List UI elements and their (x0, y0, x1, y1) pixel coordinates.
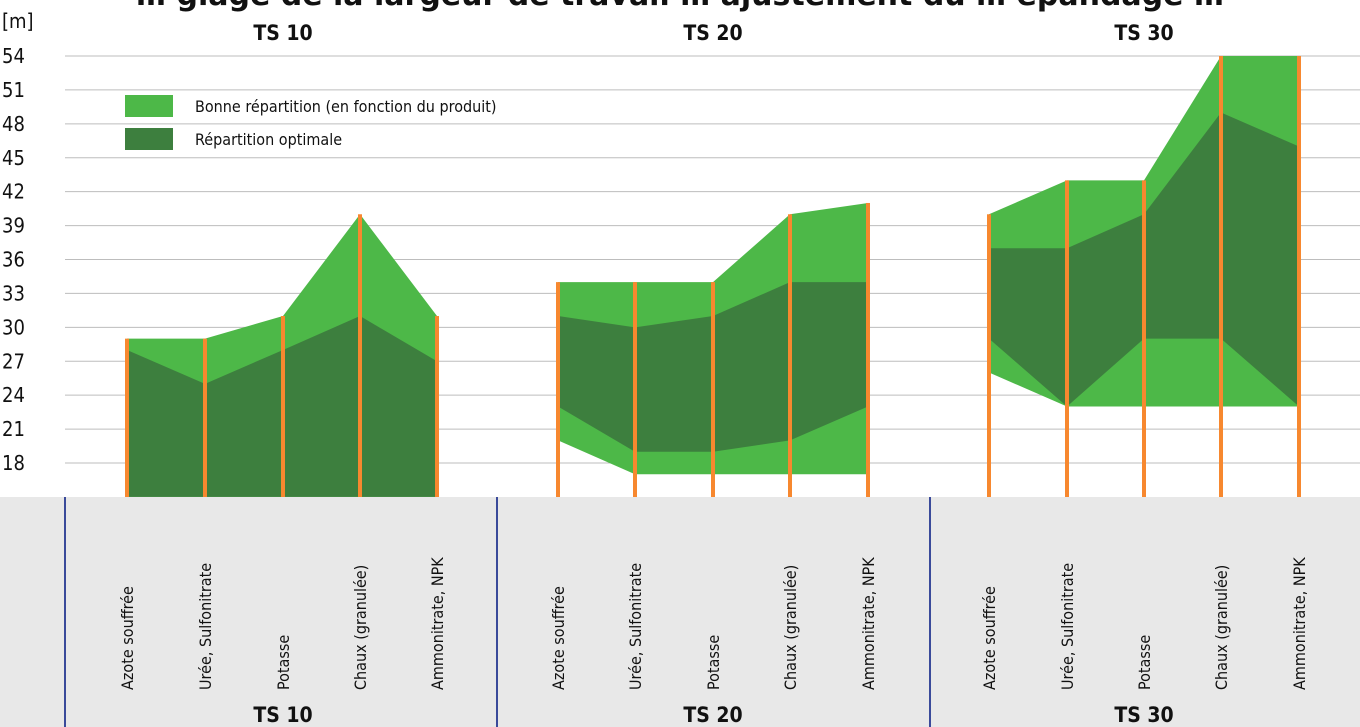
category-post (1219, 56, 1223, 497)
category-label: Ammonitrate, NPK (1290, 557, 1309, 690)
group-label-bottom: TS 10 (253, 703, 312, 727)
category-label: Chaux (granulée) (781, 565, 800, 690)
category-label: Chaux (granulée) (351, 565, 370, 690)
category-post (203, 338, 207, 497)
category-label: Urée, Sulfonitrate (196, 563, 215, 690)
y-tick-label: 39 (2, 214, 25, 238)
category-labels: Azote souffrée Urée, Sulfonitrate Potasse C… (118, 557, 1309, 690)
category-post (1142, 180, 1146, 497)
category-label: Ammonitrate, NPK (859, 557, 878, 690)
y-axis: 18 21 24 27 30 33 36 39 42 45 48 51 54 [m] (2, 9, 34, 475)
legend: Bonne répartition (en fonction du produi… (125, 95, 497, 150)
y-tick-label: 48 (2, 112, 25, 136)
category-panel-bg (0, 497, 1360, 727)
category-post (1065, 180, 1069, 497)
category-post (788, 214, 792, 497)
category-label: Potasse (274, 635, 293, 690)
category-post (711, 282, 715, 497)
category-post (125, 338, 129, 497)
group-label-bottom: TS 20 (683, 703, 742, 727)
legend-swatch (125, 128, 173, 150)
y-axis-unit: [m] (2, 9, 34, 33)
category-label: Azote souffrée (980, 586, 999, 690)
category-label: Potasse (704, 635, 723, 690)
category-posts (125, 56, 1301, 497)
group-labels-bottom: TS 10 TS 20 TS 30 (253, 703, 1173, 727)
category-label: Urée, Sulfonitrate (1058, 563, 1077, 690)
category-label: Chaux (granulée) (1212, 565, 1231, 690)
category-post (1297, 56, 1301, 497)
category-post (358, 214, 362, 497)
legend-swatch (125, 95, 173, 117)
category-label: Azote souffrée (549, 586, 568, 690)
chart-title: … glage de la largeur de travail … ajust… (0, 0, 1360, 13)
group-label-bottom: TS 30 (1114, 703, 1173, 727)
y-tick-label: 54 (2, 44, 25, 68)
y-tick-label: 45 (2, 146, 25, 170)
category-post (435, 316, 439, 497)
y-tick-label: 51 (2, 78, 25, 102)
y-tick-label: 36 (2, 248, 25, 272)
y-tick-label: 21 (2, 417, 25, 441)
group-labels-top: TS 10 TS 20 TS 30 (253, 21, 1173, 45)
category-post (281, 316, 285, 497)
category-label: Potasse (1135, 635, 1154, 690)
category-post (866, 202, 870, 497)
category-panel (0, 497, 1360, 727)
category-label: Ammonitrate, NPK (428, 557, 447, 690)
category-post (556, 282, 560, 497)
category-post (987, 214, 991, 497)
legend-label: Répartition optimale (195, 130, 342, 149)
y-tick-label: 30 (2, 315, 25, 339)
y-tick-label: 18 (2, 451, 25, 475)
y-tick-label: 27 (2, 349, 25, 373)
y-tick-label: 33 (2, 281, 25, 305)
category-label: Urée, Sulfonitrate (626, 563, 645, 690)
y-tick-label: 42 (2, 180, 25, 204)
group-label-top: TS 20 (683, 21, 742, 45)
legend-label: Bonne répartition (en fonction du produi… (195, 97, 497, 116)
group-label-top: TS 30 (1114, 21, 1173, 45)
group-label-top: TS 10 (253, 21, 312, 45)
category-post (633, 282, 637, 497)
y-tick-label: 24 (2, 383, 25, 407)
category-label: Azote souffrée (118, 586, 137, 690)
